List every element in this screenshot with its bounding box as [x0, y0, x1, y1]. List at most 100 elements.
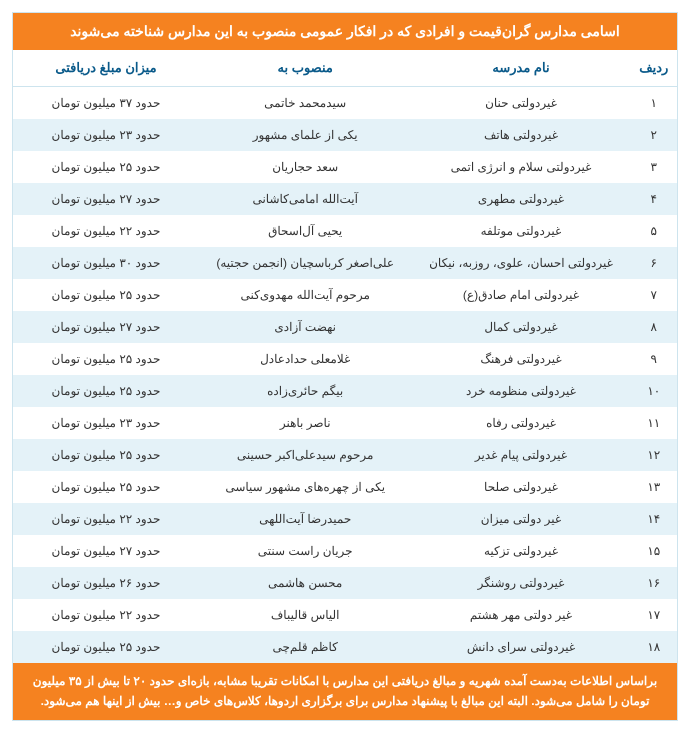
table-row: ۳غیردولتی سلام و انرژی اتمیسعد حجاریانحد…: [13, 151, 677, 183]
cell-fee: حدود ۲۲ میلیون تومان: [13, 599, 199, 631]
table-row: ۲غیردولتی هاتفیکی از علمای مشهورحدود ۲۳ …: [13, 119, 677, 151]
cell-fee: حدود ۲۷ میلیون تومان: [13, 311, 199, 343]
cell-idx: ۱۴: [631, 503, 677, 535]
table-row: ۱۱غیردولتی رفاهناصر باهنرحدود ۲۳ میلیون …: [13, 407, 677, 439]
schools-table: ردیف نام مدرسه منصوب به میزان مبلغ دریاف…: [13, 50, 677, 663]
table-body: ۱غیردولتی حنانسیدمحمد خاتمیحدود ۳۷ میلیو…: [13, 87, 677, 664]
cell-fee: حدود ۲۵ میلیون تومان: [13, 279, 199, 311]
cell-school: غیردولتی هاتف: [411, 119, 630, 151]
cell-person: مرحوم آیت‌الله مهدوی‌کنی: [199, 279, 411, 311]
table-row: ۱۵غیردولتی تزکیهجریان راست سنتیحدود ۲۷ م…: [13, 535, 677, 567]
cell-school: غیردولتی صلحا: [411, 471, 630, 503]
cell-person: مرحوم سیدعلی‌اکبر حسینی: [199, 439, 411, 471]
cell-person: یکی از چهره‌های مشهور سیاسی: [199, 471, 411, 503]
cell-fee: حدود ۲۵ میلیون تومان: [13, 375, 199, 407]
cell-idx: ۷: [631, 279, 677, 311]
table-row: ۶غیردولتی احسان، علوی، روزبه، نیکانعلی‌ا…: [13, 247, 677, 279]
cell-idx: ۱: [631, 87, 677, 120]
col-school: نام مدرسه: [411, 50, 630, 87]
cell-person: علی‌اصغر کرباسچیان (انجمن حجتیه): [199, 247, 411, 279]
cell-school: غیردولتی سرای دانش: [411, 631, 630, 663]
table-footer-note: براساس اطلاعات به‌دست آمده شهریه و مبالغ…: [13, 663, 677, 720]
col-person: منصوب به: [199, 50, 411, 87]
cell-person: نهضت آزادی: [199, 311, 411, 343]
cell-fee: حدود ۲۶ میلیون تومان: [13, 567, 199, 599]
cell-fee: حدود ۲۷ میلیون تومان: [13, 535, 199, 567]
cell-idx: ۱۸: [631, 631, 677, 663]
cell-school: غیردولتی سلام و انرژی اتمی: [411, 151, 630, 183]
cell-fee: حدود ۲۲ میلیون تومان: [13, 503, 199, 535]
cell-school: غیردولتی روشنگر: [411, 567, 630, 599]
cell-fee: حدود ۲۵ میلیون تومان: [13, 151, 199, 183]
cell-school: غیردولتی حنان: [411, 87, 630, 120]
cell-fee: حدود ۲۵ میلیون تومان: [13, 439, 199, 471]
cell-idx: ۱۶: [631, 567, 677, 599]
table-row: ۸غیردولتی کمالنهضت آزادیحدود ۲۷ میلیون ت…: [13, 311, 677, 343]
cell-school: غیردولتی رفاه: [411, 407, 630, 439]
cell-idx: ۶: [631, 247, 677, 279]
cell-idx: ۲: [631, 119, 677, 151]
table-row: ۱۲غیردولتی پیام غدیرمرحوم سیدعلی‌اکبر حس…: [13, 439, 677, 471]
cell-person: یکی از علمای مشهور: [199, 119, 411, 151]
cell-person: ناصر باهنر: [199, 407, 411, 439]
cell-fee: حدود ۳۷ میلیون تومان: [13, 87, 199, 120]
cell-idx: ۹: [631, 343, 677, 375]
table-row: ۱۳غیردولتی صلحایکی از چهره‌های مشهور سیا…: [13, 471, 677, 503]
table-row: ۱۰غیردولتی منظومه خردبیگم حائری‌زادهحدود…: [13, 375, 677, 407]
cell-school: غیردولتی امام صادق(ع): [411, 279, 630, 311]
table-row: ۱۶غیردولتی روشنگرمحسن هاشمیحدود ۲۶ میلیو…: [13, 567, 677, 599]
cell-person: محسن هاشمی: [199, 567, 411, 599]
cell-school: غیر دولتی مهر هشتم: [411, 599, 630, 631]
cell-school: غیر دولتی میزان: [411, 503, 630, 535]
col-index: ردیف: [631, 50, 677, 87]
cell-fee: حدود ۲۵ میلیون تومان: [13, 343, 199, 375]
cell-person: بیگم حائری‌زاده: [199, 375, 411, 407]
table-row: ۱۴غیر دولتی میزانحمیدرضا آیت‌اللهیحدود ۲…: [13, 503, 677, 535]
cell-fee: حدود ۲۳ میلیون تومان: [13, 407, 199, 439]
cell-person: غلامعلی حدادعادل: [199, 343, 411, 375]
cell-person: سعد حجاریان: [199, 151, 411, 183]
cell-school: غیردولتی منظومه خرد: [411, 375, 630, 407]
cell-fee: حدود ۲۵ میلیون تومان: [13, 471, 199, 503]
cell-person: سیدمحمد خاتمی: [199, 87, 411, 120]
cell-person: کاظم قلم‌چی: [199, 631, 411, 663]
col-fee: میزان مبلغ دریافتی: [13, 50, 199, 87]
table-row: ۱۷غیر دولتی مهر هشتمالیاس قالیبافحدود ۲۲…: [13, 599, 677, 631]
cell-person: یحیی آل‌اسحاق: [199, 215, 411, 247]
cell-idx: ۱۰: [631, 375, 677, 407]
table-container: اسامی مدارس گران‌قیمت و افرادی که در افک…: [12, 12, 678, 721]
cell-school: غیردولتی احسان، علوی، روزبه، نیکان: [411, 247, 630, 279]
table-header-row: ردیف نام مدرسه منصوب به میزان مبلغ دریاف…: [13, 50, 677, 87]
cell-idx: ۱۱: [631, 407, 677, 439]
table-row: ۱غیردولتی حنانسیدمحمد خاتمیحدود ۳۷ میلیو…: [13, 87, 677, 120]
cell-school: غیردولتی فرهنگ: [411, 343, 630, 375]
cell-fee: حدود ۳۰ میلیون تومان: [13, 247, 199, 279]
cell-fee: حدود ۲۷ میلیون تومان: [13, 183, 199, 215]
cell-idx: ۳: [631, 151, 677, 183]
cell-school: غیردولتی تزکیه: [411, 535, 630, 567]
cell-idx: ۴: [631, 183, 677, 215]
table-title: اسامی مدارس گران‌قیمت و افرادی که در افک…: [13, 13, 677, 50]
table-row: ۵غیردولتی موتلفهیحیی آل‌اسحاقحدود ۲۲ میل…: [13, 215, 677, 247]
cell-fee: حدود ۲۳ میلیون تومان: [13, 119, 199, 151]
cell-idx: ۸: [631, 311, 677, 343]
cell-fee: حدود ۲۲ میلیون تومان: [13, 215, 199, 247]
cell-school: غیردولتی کمال: [411, 311, 630, 343]
table-row: ۴غیردولتی مطهریآیت‌الله امامی‌کاشانیحدود…: [13, 183, 677, 215]
cell-school: غیردولتی موتلفه: [411, 215, 630, 247]
cell-person: الیاس قالیباف: [199, 599, 411, 631]
cell-person: حمیدرضا آیت‌اللهی: [199, 503, 411, 535]
cell-idx: ۱۲: [631, 439, 677, 471]
cell-idx: ۱۷: [631, 599, 677, 631]
table-row: ۹غیردولتی فرهنگغلامعلی حدادعادلحدود ۲۵ م…: [13, 343, 677, 375]
cell-idx: ۵: [631, 215, 677, 247]
cell-idx: ۱۵: [631, 535, 677, 567]
cell-idx: ۱۳: [631, 471, 677, 503]
cell-school: غیردولتی پیام غدیر: [411, 439, 630, 471]
cell-school: غیردولتی مطهری: [411, 183, 630, 215]
table-row: ۱۸غیردولتی سرای دانشکاظم قلم‌چیحدود ۲۵ م…: [13, 631, 677, 663]
cell-person: آیت‌الله امامی‌کاشانی: [199, 183, 411, 215]
cell-fee: حدود ۲۵ میلیون تومان: [13, 631, 199, 663]
table-row: ۷غیردولتی امام صادق(ع)مرحوم آیت‌الله مهد…: [13, 279, 677, 311]
cell-person: جریان راست سنتی: [199, 535, 411, 567]
